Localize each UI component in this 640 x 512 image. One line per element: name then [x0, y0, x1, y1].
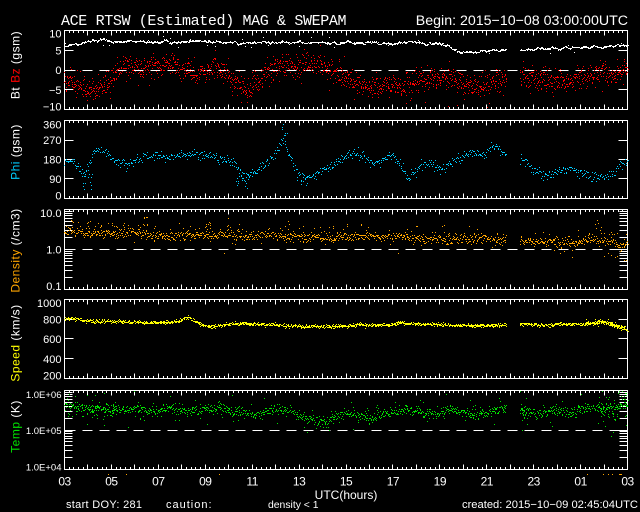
svg-text:start DOY: 281: start DOY: 281 — [66, 499, 142, 511]
svg-text:90: 90 — [49, 174, 61, 186]
svg-text:09: 09 — [199, 475, 212, 489]
svg-text:0.1: 0.1 — [46, 281, 61, 293]
svg-text:270: 270 — [43, 135, 61, 147]
svg-text:03: 03 — [58, 475, 71, 489]
svg-text:17: 17 — [387, 475, 400, 489]
svg-text:−5: −5 — [49, 85, 62, 97]
svg-text:800: 800 — [43, 314, 61, 326]
svg-text:−10: −10 — [43, 102, 62, 114]
svg-text:11: 11 — [246, 475, 258, 489]
svg-text:UTC(hours): UTC(hours) — [315, 488, 378, 502]
svg-text:Speed (km/s): Speed (km/s) — [9, 304, 23, 381]
svg-text:Phi (gsm): Phi (gsm) — [9, 124, 23, 180]
svg-text:19: 19 — [434, 475, 447, 489]
svg-text:200: 200 — [43, 371, 61, 383]
svg-text:400: 400 — [43, 354, 61, 366]
svg-text:10: 10 — [49, 29, 61, 41]
svg-text:21: 21 — [481, 475, 494, 489]
svg-text:created: 2015−10−09 02:45:04UT: created: 2015−10−09 02:45:04UTC — [462, 499, 638, 511]
svg-text:10.0: 10.0 — [40, 208, 61, 220]
svg-text:600: 600 — [43, 334, 61, 346]
svg-text:23: 23 — [527, 475, 540, 489]
svg-text:1.0E+05: 1.0E+05 — [26, 426, 62, 437]
svg-text:360: 360 — [43, 120, 61, 132]
svg-text:03: 03 — [621, 475, 634, 489]
svg-text:01: 01 — [574, 475, 587, 489]
svg-text:caution:: caution: — [166, 499, 213, 511]
svg-text:07: 07 — [152, 475, 165, 489]
svg-text:180: 180 — [43, 155, 61, 167]
svg-text:1.0: 1.0 — [46, 245, 61, 257]
svg-text:ACE RTSW (Estimated) MAG & SWE: ACE RTSW (Estimated) MAG & SWEPAM — [61, 13, 347, 30]
svg-text:13: 13 — [293, 475, 306, 489]
svg-text:1000: 1000 — [37, 298, 61, 310]
svg-text:1.0E+06: 1.0E+06 — [26, 390, 62, 401]
svg-text:Density (/cm3): Density (/cm3) — [9, 208, 23, 292]
svg-text:0: 0 — [55, 191, 61, 203]
svg-text:05: 05 — [105, 475, 118, 489]
svg-text:0: 0 — [55, 65, 61, 77]
svg-text:Begin: 2015−10−08 03:00:00UTC: Begin: 2015−10−08 03:00:00UTC — [416, 13, 628, 29]
svg-text:15: 15 — [340, 475, 353, 489]
svg-text:5: 5 — [55, 45, 61, 57]
svg-text:1.0E+04: 1.0E+04 — [26, 463, 62, 474]
svg-text:Temp (K): Temp (K) — [9, 400, 23, 453]
svg-text:Bt Bz (gsm): Bt Bz (gsm) — [9, 31, 23, 99]
svg-text:density < 1: density < 1 — [268, 500, 319, 511]
